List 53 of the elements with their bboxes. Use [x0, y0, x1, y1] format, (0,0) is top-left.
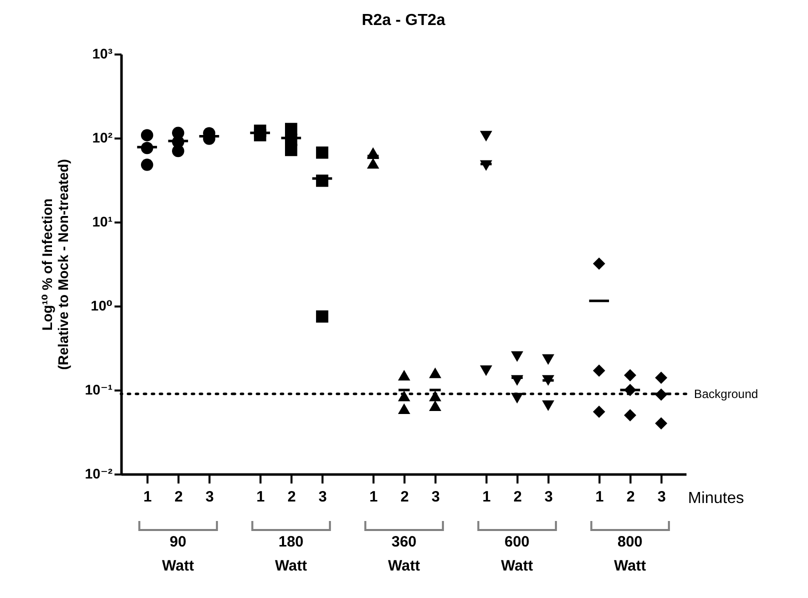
point: [592, 257, 606, 270]
point: [429, 368, 442, 378]
point: [655, 417, 668, 430]
x-tick-label: 1: [482, 488, 491, 506]
x-tick-label: 3: [657, 488, 666, 506]
x-tick-label: 3: [318, 488, 327, 506]
x-tick-label: 2: [400, 488, 409, 506]
point: [316, 146, 328, 159]
text: Minutes: [688, 490, 744, 507]
point: [592, 406, 606, 418]
y-axis-title: Log¹⁰ % of Infection (Relative to Mock - Non-treated): [38, 159, 71, 370]
chart-title: R2a - GT2a: [362, 12, 446, 29]
point: [398, 403, 410, 414]
y-tick-label: 10³: [92, 46, 113, 62]
point: [510, 351, 524, 362]
x-tick-label: 1: [369, 488, 378, 506]
point: [655, 372, 668, 384]
x-tick-label: 2: [626, 488, 635, 506]
ref-line-label: Background: [694, 386, 758, 401]
x-tick-label: 2: [513, 488, 522, 506]
point: [284, 144, 298, 156]
point: [172, 144, 184, 158]
x-axis-title: 360 Watt: [388, 534, 420, 574]
point: [316, 310, 328, 323]
x-tick-label: 2: [174, 488, 183, 506]
y-tick-label: 10⁰: [90, 298, 112, 314]
point: [398, 370, 410, 381]
point: [542, 400, 554, 412]
point: [624, 369, 636, 382]
x-axis-title: 600 Watt: [501, 534, 533, 574]
point: [480, 365, 492, 376]
point: [366, 158, 380, 169]
x-tick-label: 1: [143, 488, 152, 506]
point: [140, 158, 154, 171]
x-tick-label: 1: [256, 488, 265, 506]
point: [480, 130, 492, 142]
x-tick-label: 3: [431, 488, 440, 506]
y-tick-label: 10⁻²: [84, 466, 113, 482]
x-tick-label: 3: [544, 488, 553, 506]
y-tick-label: 10¹: [92, 214, 113, 230]
point: [140, 129, 154, 142]
point: [592, 364, 606, 377]
y-tick-label: 10⁻¹: [84, 382, 113, 398]
x-axis-title: 800 Watt: [614, 534, 646, 574]
point: [429, 400, 442, 412]
point: [624, 409, 636, 422]
x-tick-label: 3: [205, 488, 214, 506]
x-tick-label: 2: [287, 488, 296, 506]
x-axis-title: 180 Watt: [275, 534, 307, 574]
point: [542, 354, 554, 365]
y-tick-label: 10²: [92, 130, 113, 146]
x-axis-title: 90 Watt: [162, 534, 194, 574]
x-tick-label: 1: [595, 488, 604, 506]
